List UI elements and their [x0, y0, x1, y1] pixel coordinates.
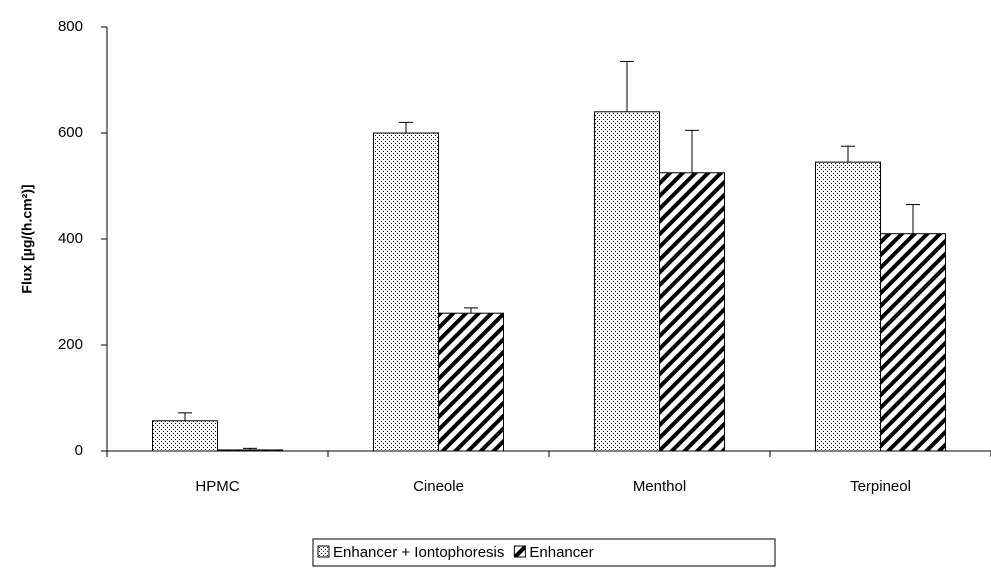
- y-tick-label: 200: [58, 336, 83, 353]
- legend-label: Enhancer: [529, 544, 593, 561]
- bar: [152, 420, 218, 452]
- legend-swatch: [513, 545, 526, 558]
- x-tick-label: Cineole: [413, 478, 464, 495]
- legend-swatch: [317, 545, 330, 558]
- y-tick-label: 0: [75, 442, 83, 459]
- y-tick-label: 800: [58, 18, 83, 35]
- bar: [659, 172, 725, 452]
- bar: [373, 132, 439, 452]
- legend-label: Enhancer + Iontophoresis: [333, 544, 504, 561]
- x-tick-label: Menthol: [633, 478, 686, 495]
- bar: [217, 449, 283, 452]
- bar: [815, 161, 881, 452]
- x-tick-label: HPMC: [195, 478, 239, 495]
- y-axis-label: Flux [µg/(h.cm²)]: [19, 184, 35, 293]
- y-tick-label: 400: [58, 230, 83, 247]
- bar: [880, 233, 946, 452]
- x-tick-label: Terpineol: [850, 478, 911, 495]
- bar: [594, 111, 660, 452]
- bar: [438, 312, 504, 452]
- y-tick-label: 600: [58, 124, 83, 141]
- legend-box: [312, 538, 776, 567]
